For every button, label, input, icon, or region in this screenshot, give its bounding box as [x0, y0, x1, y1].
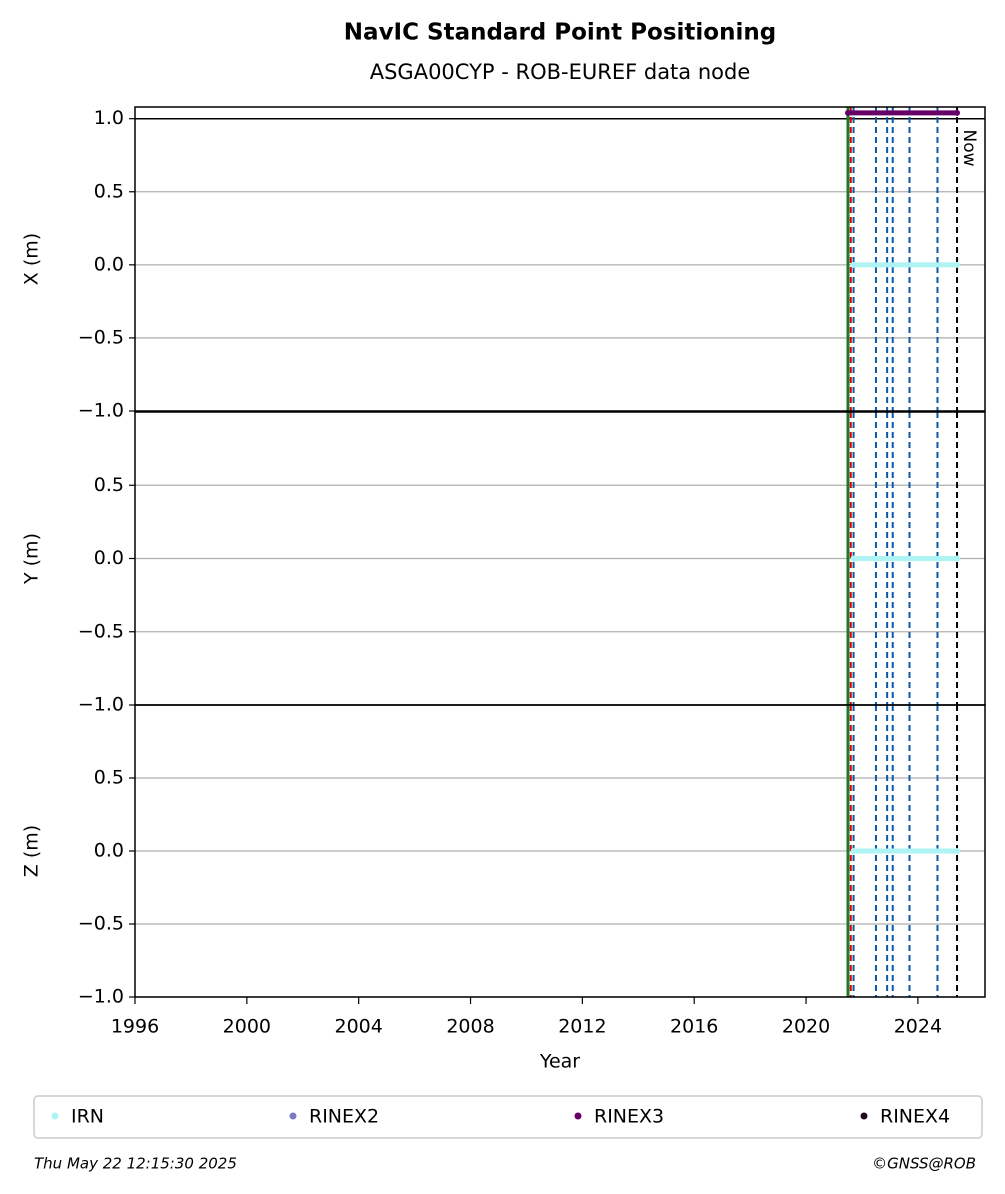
x-axis-label: Year: [539, 1051, 580, 1073]
y-tick-label: 0.0: [94, 840, 124, 862]
legend-marker: [574, 1112, 582, 1120]
x-tick-label: 2004: [335, 1016, 383, 1038]
y-tick-label: 0.5: [94, 474, 124, 496]
legend-label: RINEX2: [309, 1106, 379, 1128]
legend-marker: [289, 1112, 297, 1120]
y-tick-label: −0.5: [78, 326, 124, 348]
legend-box: [33, 1095, 983, 1139]
y-tick-label: 0.5: [94, 767, 124, 789]
y-tick-label: −0.5: [78, 620, 124, 642]
series-point: [954, 555, 961, 562]
y-tick-label: −1.0: [78, 986, 124, 1008]
panel-frame: [134, 106, 986, 412]
now-label: Now: [959, 129, 979, 166]
series-point: [850, 848, 857, 854]
footer-credit: ©GNSS@ROB: [872, 1155, 976, 1173]
legend-label: RINEX3: [594, 1106, 664, 1128]
x-tick-label: 2000: [223, 1016, 271, 1038]
x-tick-label: 2020: [782, 1016, 830, 1038]
legend-marker: [51, 1112, 59, 1120]
y-axis-label: Y (m): [21, 533, 43, 585]
x-tick-label: 1996: [111, 1016, 159, 1038]
series-point: [850, 261, 857, 268]
y-axis-label: Z (m): [21, 825, 43, 877]
y-tick-label: 0.5: [94, 180, 124, 202]
x-tick-label: 2012: [558, 1016, 606, 1038]
chart-title: NavIC Standard Point Positioning: [344, 20, 776, 46]
x-tick-label: 2024: [894, 1016, 942, 1038]
y-tick-label: −0.5: [78, 913, 124, 935]
x-tick-label: 2008: [446, 1016, 494, 1038]
footer-date: Thu May 22 12:15:30 2025: [34, 1155, 237, 1173]
panel-frame: [134, 704, 986, 998]
series-point: [954, 261, 961, 268]
legend-label: RINEX4: [880, 1106, 950, 1128]
legend-label: IRN: [71, 1106, 104, 1128]
legend-marker: [860, 1112, 868, 1120]
y-tick-label: −1.0: [78, 694, 124, 716]
y-tick-label: 0.0: [94, 253, 124, 275]
x-tick-label: 2016: [670, 1016, 718, 1038]
chart-subtitle: ASGA00CYP - ROB-EUREF data node: [370, 60, 751, 84]
y-tick-label: 0.0: [94, 547, 124, 569]
series-point: [954, 848, 961, 854]
series-point: [850, 555, 857, 562]
series-point: [954, 109, 961, 116]
y-tick-label: −1.0: [78, 400, 124, 422]
series-point: [844, 109, 851, 116]
y-axis-label: X (m): [21, 233, 43, 285]
y-tick-label: 1.0: [94, 107, 124, 129]
